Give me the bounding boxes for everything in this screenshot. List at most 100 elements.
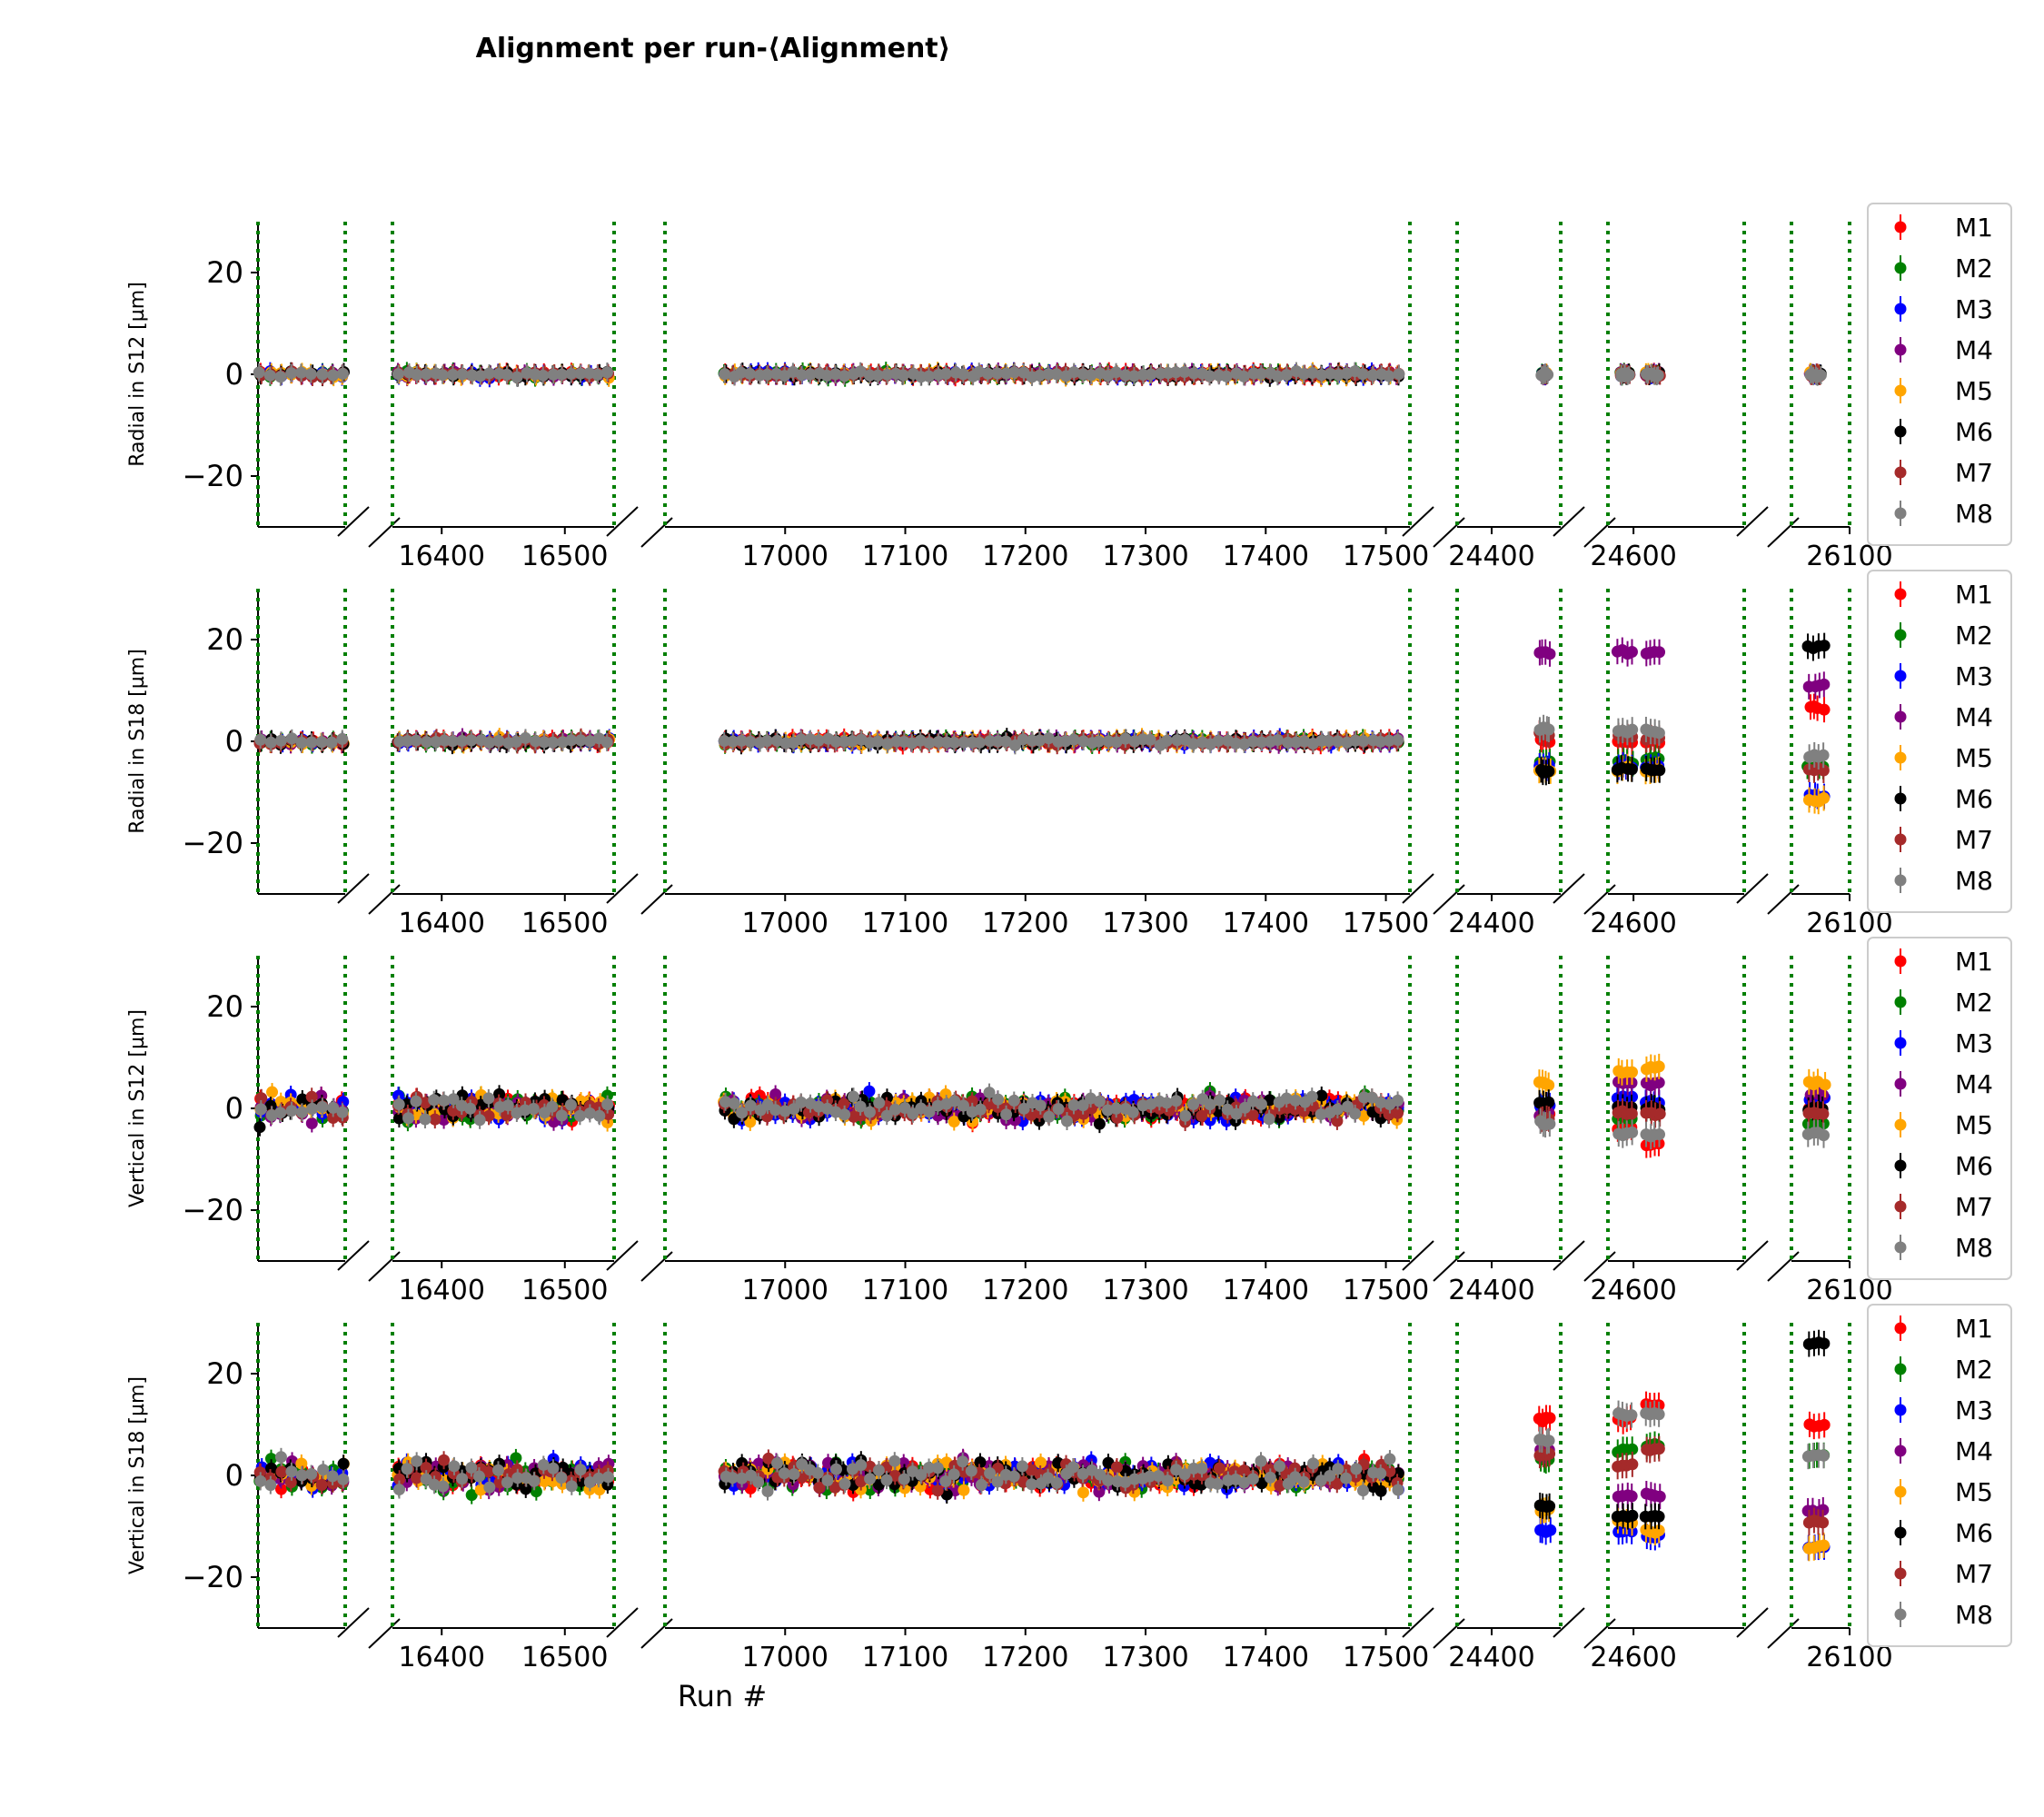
point-m8 bbox=[1652, 370, 1664, 382]
point-m8 bbox=[464, 1103, 476, 1115]
axis-break-mark bbox=[1403, 507, 1434, 536]
point-m8 bbox=[974, 737, 986, 749]
point-m8 bbox=[1220, 371, 1232, 382]
x-tick-label: 24400 bbox=[1448, 1275, 1534, 1306]
point-m8 bbox=[898, 369, 909, 381]
point-m6 bbox=[1653, 764, 1665, 776]
legend-marker bbox=[1895, 711, 1907, 723]
point-m8 bbox=[520, 732, 531, 744]
legend-label-m8: M8 bbox=[1955, 499, 1993, 529]
point-m8 bbox=[1145, 734, 1156, 746]
point-m8 bbox=[296, 1107, 308, 1118]
x-tick-label: 16400 bbox=[399, 908, 485, 939]
point-m8 bbox=[958, 368, 969, 380]
point-m8 bbox=[940, 368, 952, 380]
point-m5 bbox=[1818, 792, 1830, 804]
x-tick-label: 16400 bbox=[399, 1275, 485, 1306]
x-tick-label: 17100 bbox=[862, 1275, 948, 1306]
point-m8 bbox=[601, 737, 613, 749]
axis-break-mark bbox=[369, 885, 400, 914]
point-m8 bbox=[1383, 370, 1394, 382]
axis-break-mark bbox=[369, 518, 400, 547]
axis-break-mark bbox=[641, 885, 672, 914]
y-tick-label: 0 bbox=[225, 724, 243, 759]
legend-marker bbox=[1895, 263, 1907, 274]
point-m8 bbox=[537, 370, 549, 382]
y-axis-label: Radial in S12 [µm] bbox=[126, 282, 149, 467]
point-m8 bbox=[1272, 734, 1284, 746]
point-m8 bbox=[392, 368, 404, 380]
point-m8 bbox=[1161, 735, 1173, 747]
legend-marker bbox=[1895, 752, 1907, 764]
point-m8 bbox=[254, 734, 266, 746]
point-m8 bbox=[1626, 724, 1638, 736]
point-m8 bbox=[1815, 370, 1827, 382]
point-m8 bbox=[528, 1103, 540, 1115]
legend-label-m3: M3 bbox=[1955, 661, 1993, 691]
axis-break-mark bbox=[1553, 1241, 1584, 1270]
point-m8 bbox=[255, 1103, 267, 1115]
x-tick-label: 17400 bbox=[1223, 1275, 1309, 1306]
axis-break-mark bbox=[607, 507, 638, 536]
axis-break-mark bbox=[1768, 1252, 1799, 1281]
axis-break-mark bbox=[369, 1252, 400, 1281]
axis-break-mark bbox=[1553, 874, 1584, 903]
point-m8 bbox=[1543, 723, 1554, 735]
legend-marker bbox=[1895, 467, 1907, 479]
legend-label-m4: M4 bbox=[1955, 702, 1993, 732]
x-tick-label: 17000 bbox=[742, 908, 829, 939]
x-tick-label: 17000 bbox=[742, 541, 829, 572]
axis-break-mark bbox=[641, 518, 672, 547]
point-m8 bbox=[1653, 727, 1665, 739]
point-m8 bbox=[761, 735, 773, 747]
axis-break-mark bbox=[1768, 885, 1799, 914]
point-m8 bbox=[336, 1107, 348, 1118]
point-m8 bbox=[1356, 368, 1368, 380]
legend-marker bbox=[1895, 589, 1907, 601]
x-tick-label: 17500 bbox=[1343, 908, 1429, 939]
legend-label-m7: M7 bbox=[1955, 458, 1993, 488]
point-m8 bbox=[437, 369, 449, 381]
point-m6 bbox=[1819, 640, 1831, 651]
axis-break-mark bbox=[1403, 874, 1434, 903]
legend-label-m8: M8 bbox=[1955, 866, 1993, 896]
point-m8 bbox=[337, 368, 349, 380]
legend-marker bbox=[1895, 793, 1907, 805]
x-tick-label: 17200 bbox=[982, 1275, 1068, 1306]
point-m8 bbox=[402, 1112, 414, 1124]
y-tick-label: −20 bbox=[182, 826, 243, 860]
point-m8 bbox=[410, 735, 422, 747]
x-tick-label: 17400 bbox=[1223, 541, 1309, 572]
point-m8 bbox=[1393, 368, 1404, 380]
point-m8 bbox=[274, 1107, 286, 1118]
x-tick-label: 17000 bbox=[742, 1275, 829, 1306]
point-m8 bbox=[744, 368, 756, 380]
point-m8 bbox=[492, 735, 504, 747]
axis-break-mark bbox=[338, 874, 369, 903]
point-m8 bbox=[316, 369, 328, 381]
point-m8 bbox=[265, 737, 277, 749]
y-tick-label: 0 bbox=[225, 357, 243, 392]
axis-break-mark bbox=[1737, 1241, 1768, 1270]
legend-marker bbox=[1895, 834, 1907, 846]
legend-marker bbox=[1895, 670, 1907, 682]
y-tick-label: 20 bbox=[206, 255, 243, 290]
point-m4 bbox=[1653, 646, 1665, 658]
point-m8 bbox=[601, 366, 613, 378]
legend-marker bbox=[1895, 303, 1907, 315]
x-tick-label: 17500 bbox=[1343, 541, 1429, 572]
legend-label-m2: M2 bbox=[1955, 621, 1993, 650]
x-tick-label: 17300 bbox=[1102, 1275, 1188, 1306]
legend-label-m1: M1 bbox=[1955, 580, 1993, 610]
x-tick-label: 16500 bbox=[521, 1275, 608, 1306]
x-tick-label: 16500 bbox=[521, 541, 608, 572]
point-m8 bbox=[253, 366, 265, 378]
point-m6 bbox=[1543, 766, 1554, 778]
point-m8 bbox=[1623, 369, 1635, 381]
point-m4 bbox=[1626, 646, 1638, 658]
point-m8 bbox=[419, 1114, 431, 1126]
point-m8 bbox=[305, 737, 317, 749]
